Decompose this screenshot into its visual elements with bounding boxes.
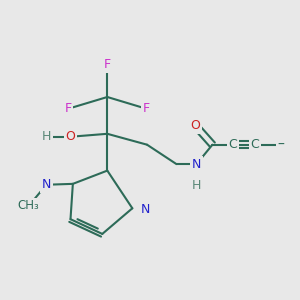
Text: CH₃: CH₃: [18, 200, 40, 212]
Text: N: N: [192, 158, 201, 171]
Text: N: N: [42, 178, 51, 191]
Text: O: O: [191, 119, 201, 132]
Text: C: C: [250, 138, 259, 151]
Text: F: F: [104, 58, 111, 71]
Text: C: C: [229, 138, 237, 151]
Text: F: F: [143, 102, 150, 115]
Text: O: O: [66, 130, 75, 143]
Text: –: –: [278, 138, 284, 152]
Text: H: H: [192, 179, 201, 192]
Text: N: N: [141, 203, 150, 216]
Text: H: H: [42, 130, 51, 143]
Text: F: F: [64, 102, 72, 115]
